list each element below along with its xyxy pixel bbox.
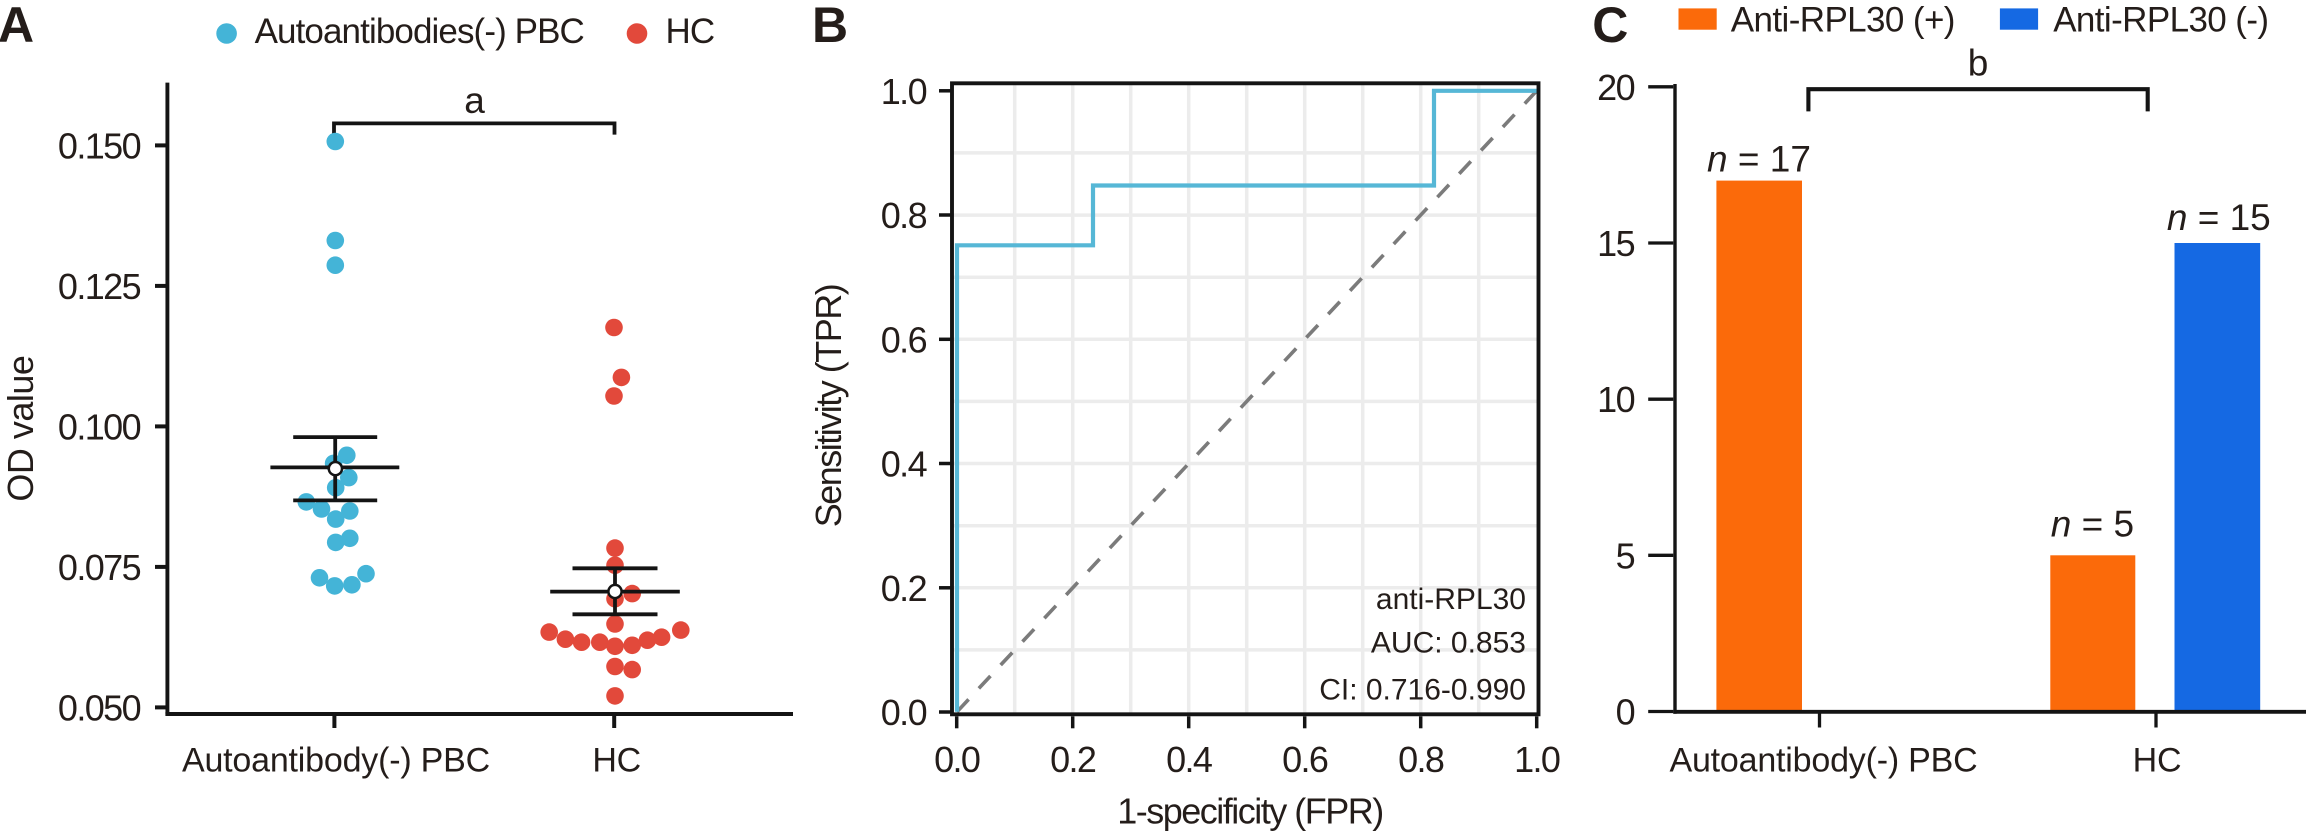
svg-text:n = 5: n = 5 [2051, 504, 2134, 545]
svg-text:0.150: 0.150 [58, 125, 141, 166]
svg-text:0.100: 0.100 [58, 406, 141, 447]
svg-text:Autoantibody(-) PBC: Autoantibody(-) PBC [1669, 741, 1977, 779]
svg-text:n = 17: n = 17 [1707, 139, 1811, 180]
svg-text:20: 20 [1597, 67, 1634, 108]
svg-text:Autoantibodies(-) PBC: Autoantibodies(-) PBC [255, 12, 584, 51]
svg-text:a: a [464, 80, 485, 121]
svg-text:CI: 0.716-0.990: CI: 0.716-0.990 [1319, 674, 1526, 707]
svg-text:0.6: 0.6 [1282, 739, 1328, 780]
svg-text:Sensitivity (TPR): Sensitivity (TPR) [808, 285, 849, 528]
svg-text:0.0: 0.0 [881, 692, 927, 733]
svg-text:0.4: 0.4 [1166, 739, 1212, 780]
svg-text:10: 10 [1597, 379, 1634, 420]
svg-text:1.0: 1.0 [881, 71, 927, 112]
svg-text:0.075: 0.075 [58, 547, 141, 588]
svg-text:1.0: 1.0 [1514, 739, 1560, 780]
svg-text:0.125: 0.125 [58, 266, 141, 307]
svg-text:0.4: 0.4 [881, 444, 927, 485]
svg-text:Autoantibody(-) PBC: Autoantibody(-) PBC [182, 741, 490, 779]
svg-text:OD value: OD value [0, 356, 41, 502]
svg-text:0.0: 0.0 [934, 739, 980, 780]
svg-text:HC: HC [666, 12, 715, 51]
svg-text:1-specificity (FPR): 1-specificity (FPR) [1117, 791, 1383, 832]
svg-text:0.8: 0.8 [1398, 739, 1444, 780]
svg-text:0.050: 0.050 [58, 687, 141, 728]
svg-text:B: B [812, 0, 848, 53]
svg-text:C: C [1592, 0, 1628, 53]
svg-text:anti-RPL30: anti-RPL30 [1376, 583, 1526, 616]
svg-text:HC: HC [592, 741, 641, 779]
svg-text:n = 15: n = 15 [2167, 197, 2271, 238]
svg-text:0.2: 0.2 [881, 568, 927, 609]
svg-text:0.2: 0.2 [1050, 739, 1096, 780]
svg-text:15: 15 [1597, 223, 1634, 264]
svg-text:Anti-RPL30 (-): Anti-RPL30 (-) [2053, 0, 2268, 39]
svg-text:Anti-RPL30 (+): Anti-RPL30 (+) [1731, 0, 1955, 39]
svg-text:A: A [0, 0, 34, 53]
svg-text:5: 5 [1616, 535, 1635, 576]
svg-text:AUC: 0.853: AUC: 0.853 [1371, 627, 1526, 660]
svg-text:0.8: 0.8 [881, 195, 927, 236]
svg-text:0.6: 0.6 [881, 319, 927, 360]
svg-text:0: 0 [1616, 692, 1635, 733]
svg-text:HC: HC [2133, 741, 2182, 779]
svg-text:b: b [1968, 43, 1989, 84]
